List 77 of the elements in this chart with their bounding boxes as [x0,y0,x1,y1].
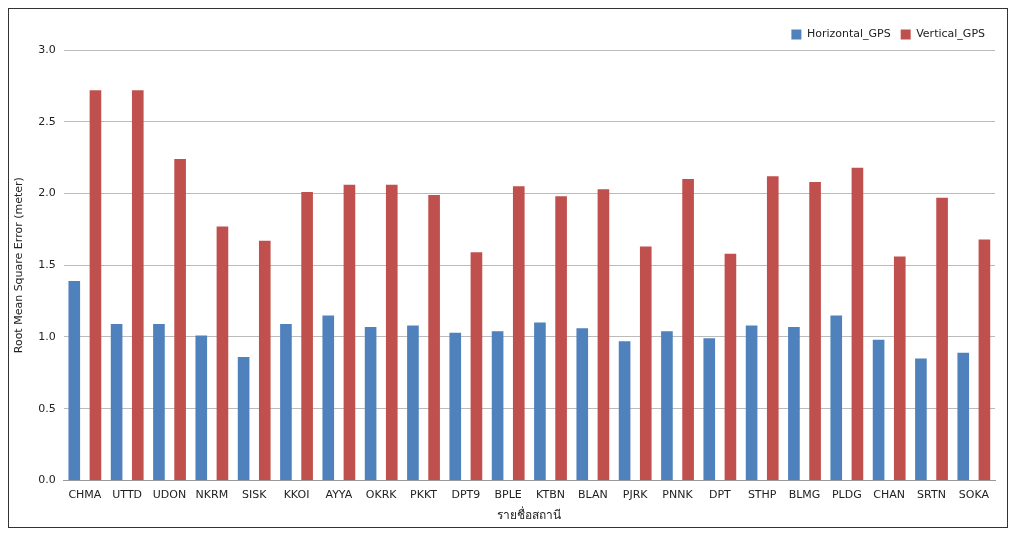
bar [449,332,462,480]
bar [936,197,948,480]
bar [534,322,546,480]
bar [110,324,123,480]
y-tick-label: 1.0 [38,329,56,343]
legend-label: Vertical_GPS [916,27,986,41]
bar [491,331,504,480]
x-tick-label: AYYA [325,487,353,501]
x-tick-label: KKOI [283,487,310,501]
bar [216,226,229,480]
bar [385,184,398,480]
bar [809,181,821,480]
x-axis-title: รายชื่อสถานี [497,505,562,522]
x-tick-label: CHMA [68,487,102,501]
bar [131,90,144,480]
bar [301,192,313,480]
bar [407,325,419,480]
bar [89,90,102,480]
x-tick-label: PJRK [622,487,649,501]
x-tick-label: DPT9 [451,487,481,501]
bar [174,159,186,480]
bar [915,358,927,480]
bar [830,315,843,480]
y-tick-label: 0.0 [38,473,56,487]
x-tick-label: DPT [708,487,732,501]
y-tick-label: 2.0 [38,186,56,200]
x-tick-label: PNNK [662,487,694,501]
bar [68,280,81,480]
x-tick-label: UTTD [112,487,143,501]
x-tick-label: BPLE [494,487,522,501]
bar [661,331,673,480]
bar [597,189,610,480]
bar [703,338,716,480]
bar [788,326,800,480]
bar [851,167,864,480]
x-tick-label: NKRM [195,487,229,501]
bar [682,179,694,480]
x-tick-label: UDON [152,487,187,501]
bar [280,324,292,480]
bar [237,357,250,480]
x-tick-label: SRTN [917,487,946,501]
bar [872,339,885,480]
x-tick-label: KTBN [536,487,565,501]
x-tick-label: SISK [241,487,268,501]
x-tick-label: CHAN [873,487,906,501]
bar [639,246,652,480]
x-tick-label: BLMG [788,487,821,501]
y-tick-label: 2.5 [38,114,56,128]
bar [745,325,758,480]
bar [258,240,271,480]
x-tick-label: SOKA [958,487,990,501]
bar [195,335,208,480]
x-tick-label: PKKT [410,487,438,501]
bar [512,186,525,480]
bar [893,256,906,480]
y-axis-title: Root Mean Square Error (meter) [12,177,26,354]
bar [618,341,631,480]
y-tick-label: 3.0 [38,42,56,56]
bar [978,239,991,480]
y-tick-label: 0.5 [38,401,56,415]
bar [343,184,356,480]
bar [576,328,589,480]
bar [428,194,440,480]
bar [322,315,335,480]
x-tick-label: STHP [747,487,777,501]
bar [724,253,737,480]
bar [153,324,165,480]
bar [364,326,377,480]
legend-label: Horizontal_GPS [806,27,891,41]
bar [470,252,483,480]
bar [957,352,970,480]
y-tick-label: 1.5 [38,258,56,272]
bar [766,176,779,480]
x-tick-label: OKRK [365,487,398,501]
x-tick-label: BLAN [578,487,608,501]
bar [555,196,567,480]
x-tick-label: PLDG [831,487,862,501]
